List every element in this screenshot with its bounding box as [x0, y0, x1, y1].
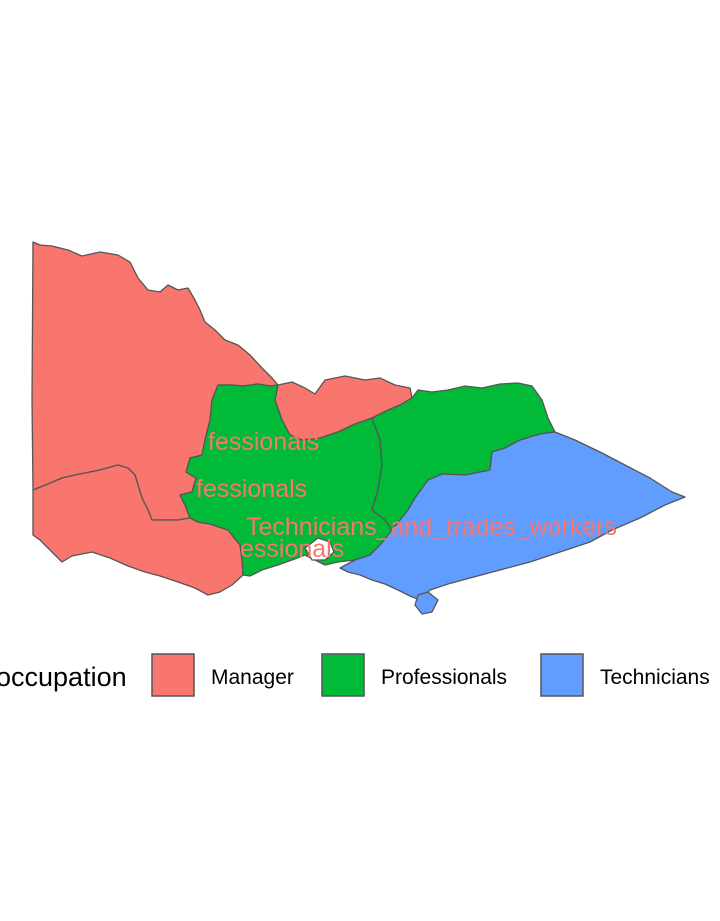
- legend-title: occupation: [0, 662, 127, 692]
- map-label-metro: essionals: [240, 535, 344, 563]
- region-central: [179, 383, 393, 577]
- legend-label-technicians: Technicians: [600, 666, 710, 689]
- legend-key-technicians: [540, 653, 584, 697]
- legend-key-manager: [151, 653, 195, 697]
- legend: occupation Manager Professionals Technic…: [0, 653, 710, 697]
- map-label-central-west: fessionals: [196, 475, 307, 503]
- legend-label-manager: Manager: [211, 666, 294, 689]
- region-gippsland: [339, 431, 686, 601]
- legend-key-professionals: [321, 653, 365, 697]
- port-phillip-bay: [304, 537, 335, 561]
- map-label-east: Technicians_and_trades_workers: [246, 513, 617, 541]
- legend-label-professionals: Professionals: [381, 666, 507, 689]
- map-label-central-north: fessionals: [208, 428, 319, 456]
- region-promontory: [414, 591, 439, 615]
